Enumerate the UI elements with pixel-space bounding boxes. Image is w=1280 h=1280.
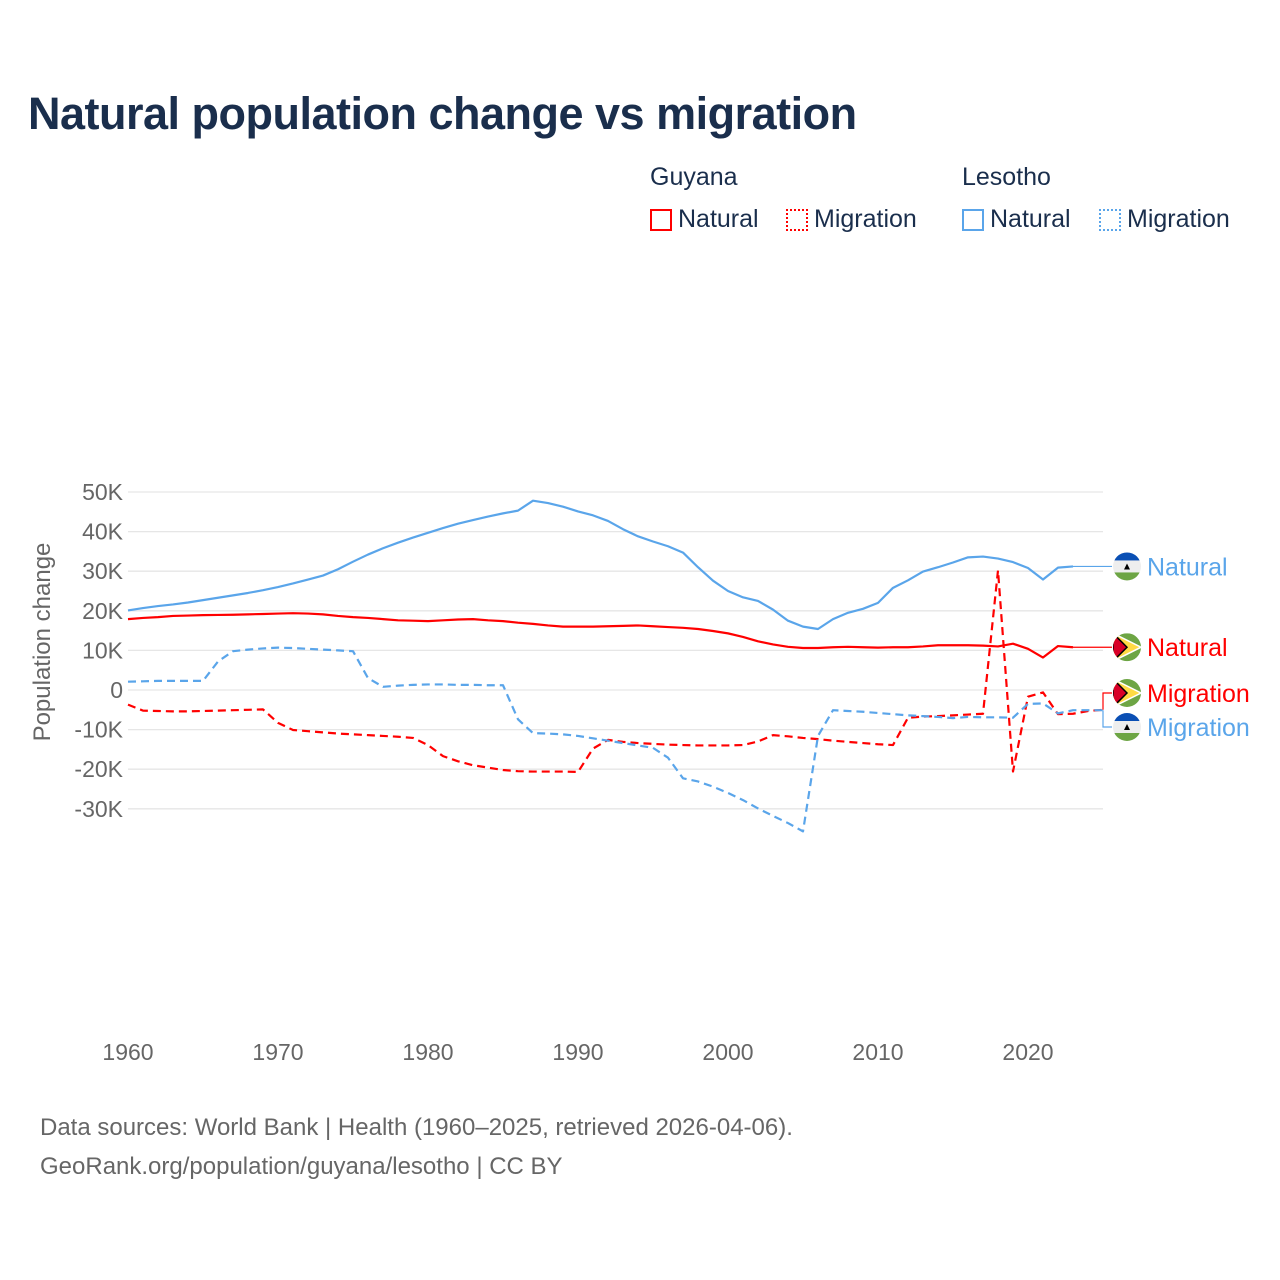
legend-label: Natural (990, 205, 1071, 233)
chart-title: Natural population change vs migration (28, 88, 857, 139)
line-chart: Population change 50K 40K 30K 20K 10K 0 -10K -2… (29, 479, 1250, 1065)
series-line-guyana-natural[interactable] (127, 612, 1074, 659)
y-axis-title: Population change (29, 543, 56, 742)
legend-guyana-natural[interactable]: Natural (650, 205, 759, 234)
series-line-lesotho-natural[interactable] (127, 499, 1074, 631)
footer-sources: Data sources: World Bank | Health (1960–… (40, 1114, 793, 1141)
dotted-swatch-icon (1099, 208, 1121, 231)
series-end-label: Migration (1147, 680, 1250, 708)
legend-guyana-migration[interactable]: Migration (786, 205, 917, 234)
y-tick-label: 30K (82, 558, 124, 584)
series-line-lesotho-migration[interactable] (127, 646, 1103, 833)
label-connector (1102, 692, 1112, 710)
legend-label: Migration (1127, 205, 1230, 233)
y-tick-label: 20K (82, 598, 124, 624)
guyana-flag-icon (1113, 633, 1141, 661)
x-tick-label: 2000 (702, 1039, 753, 1065)
footer: Data sources: World Bank | Health (1960–… (40, 1108, 793, 1186)
label-connector (1102, 710, 1112, 728)
series-end-label: Natural (1147, 553, 1228, 581)
lesotho-flag-icon (1113, 713, 1141, 741)
series-end-label: Natural (1147, 634, 1228, 662)
x-tick-label: 1980 (402, 1039, 453, 1065)
series-line-guyana-migration[interactable] (127, 569, 1104, 774)
guyana-flag-icon (1113, 679, 1141, 707)
legend-label: Natural (678, 205, 759, 233)
x-tick-label: 2010 (852, 1039, 903, 1065)
x-tick-label: 1970 (252, 1039, 303, 1065)
series-end-label: Migration (1147, 714, 1250, 742)
y-tick-label: 0 (110, 677, 123, 703)
y-tick-label: -20K (74, 756, 123, 782)
y-tick-label: -30K (74, 796, 123, 822)
legend-label: Migration (814, 205, 917, 233)
y-tick-label: 40K (82, 519, 124, 545)
legend-lesotho-natural[interactable]: Natural (962, 205, 1071, 234)
legend-lesotho-migration[interactable]: Migration (1099, 205, 1230, 234)
y-tick-label: 10K (82, 637, 124, 663)
lesotho-flag-icon (1113, 552, 1141, 580)
x-tick-label: 1960 (102, 1039, 153, 1065)
dotted-swatch-icon (786, 208, 808, 231)
legend-group-guyana: Guyana (650, 163, 738, 191)
x-tick-label: 1990 (552, 1039, 603, 1065)
footer-link[interactable]: GeoRank.org/population/guyana/lesotho | … (40, 1153, 563, 1180)
legend-group-lesotho: Lesotho (962, 163, 1051, 191)
solid-swatch-icon (650, 208, 672, 231)
y-tick-label: -10K (74, 717, 123, 743)
x-tick-label: 2020 (1002, 1039, 1053, 1065)
solid-swatch-icon (962, 208, 984, 231)
y-tick-label: 50K (82, 479, 124, 505)
